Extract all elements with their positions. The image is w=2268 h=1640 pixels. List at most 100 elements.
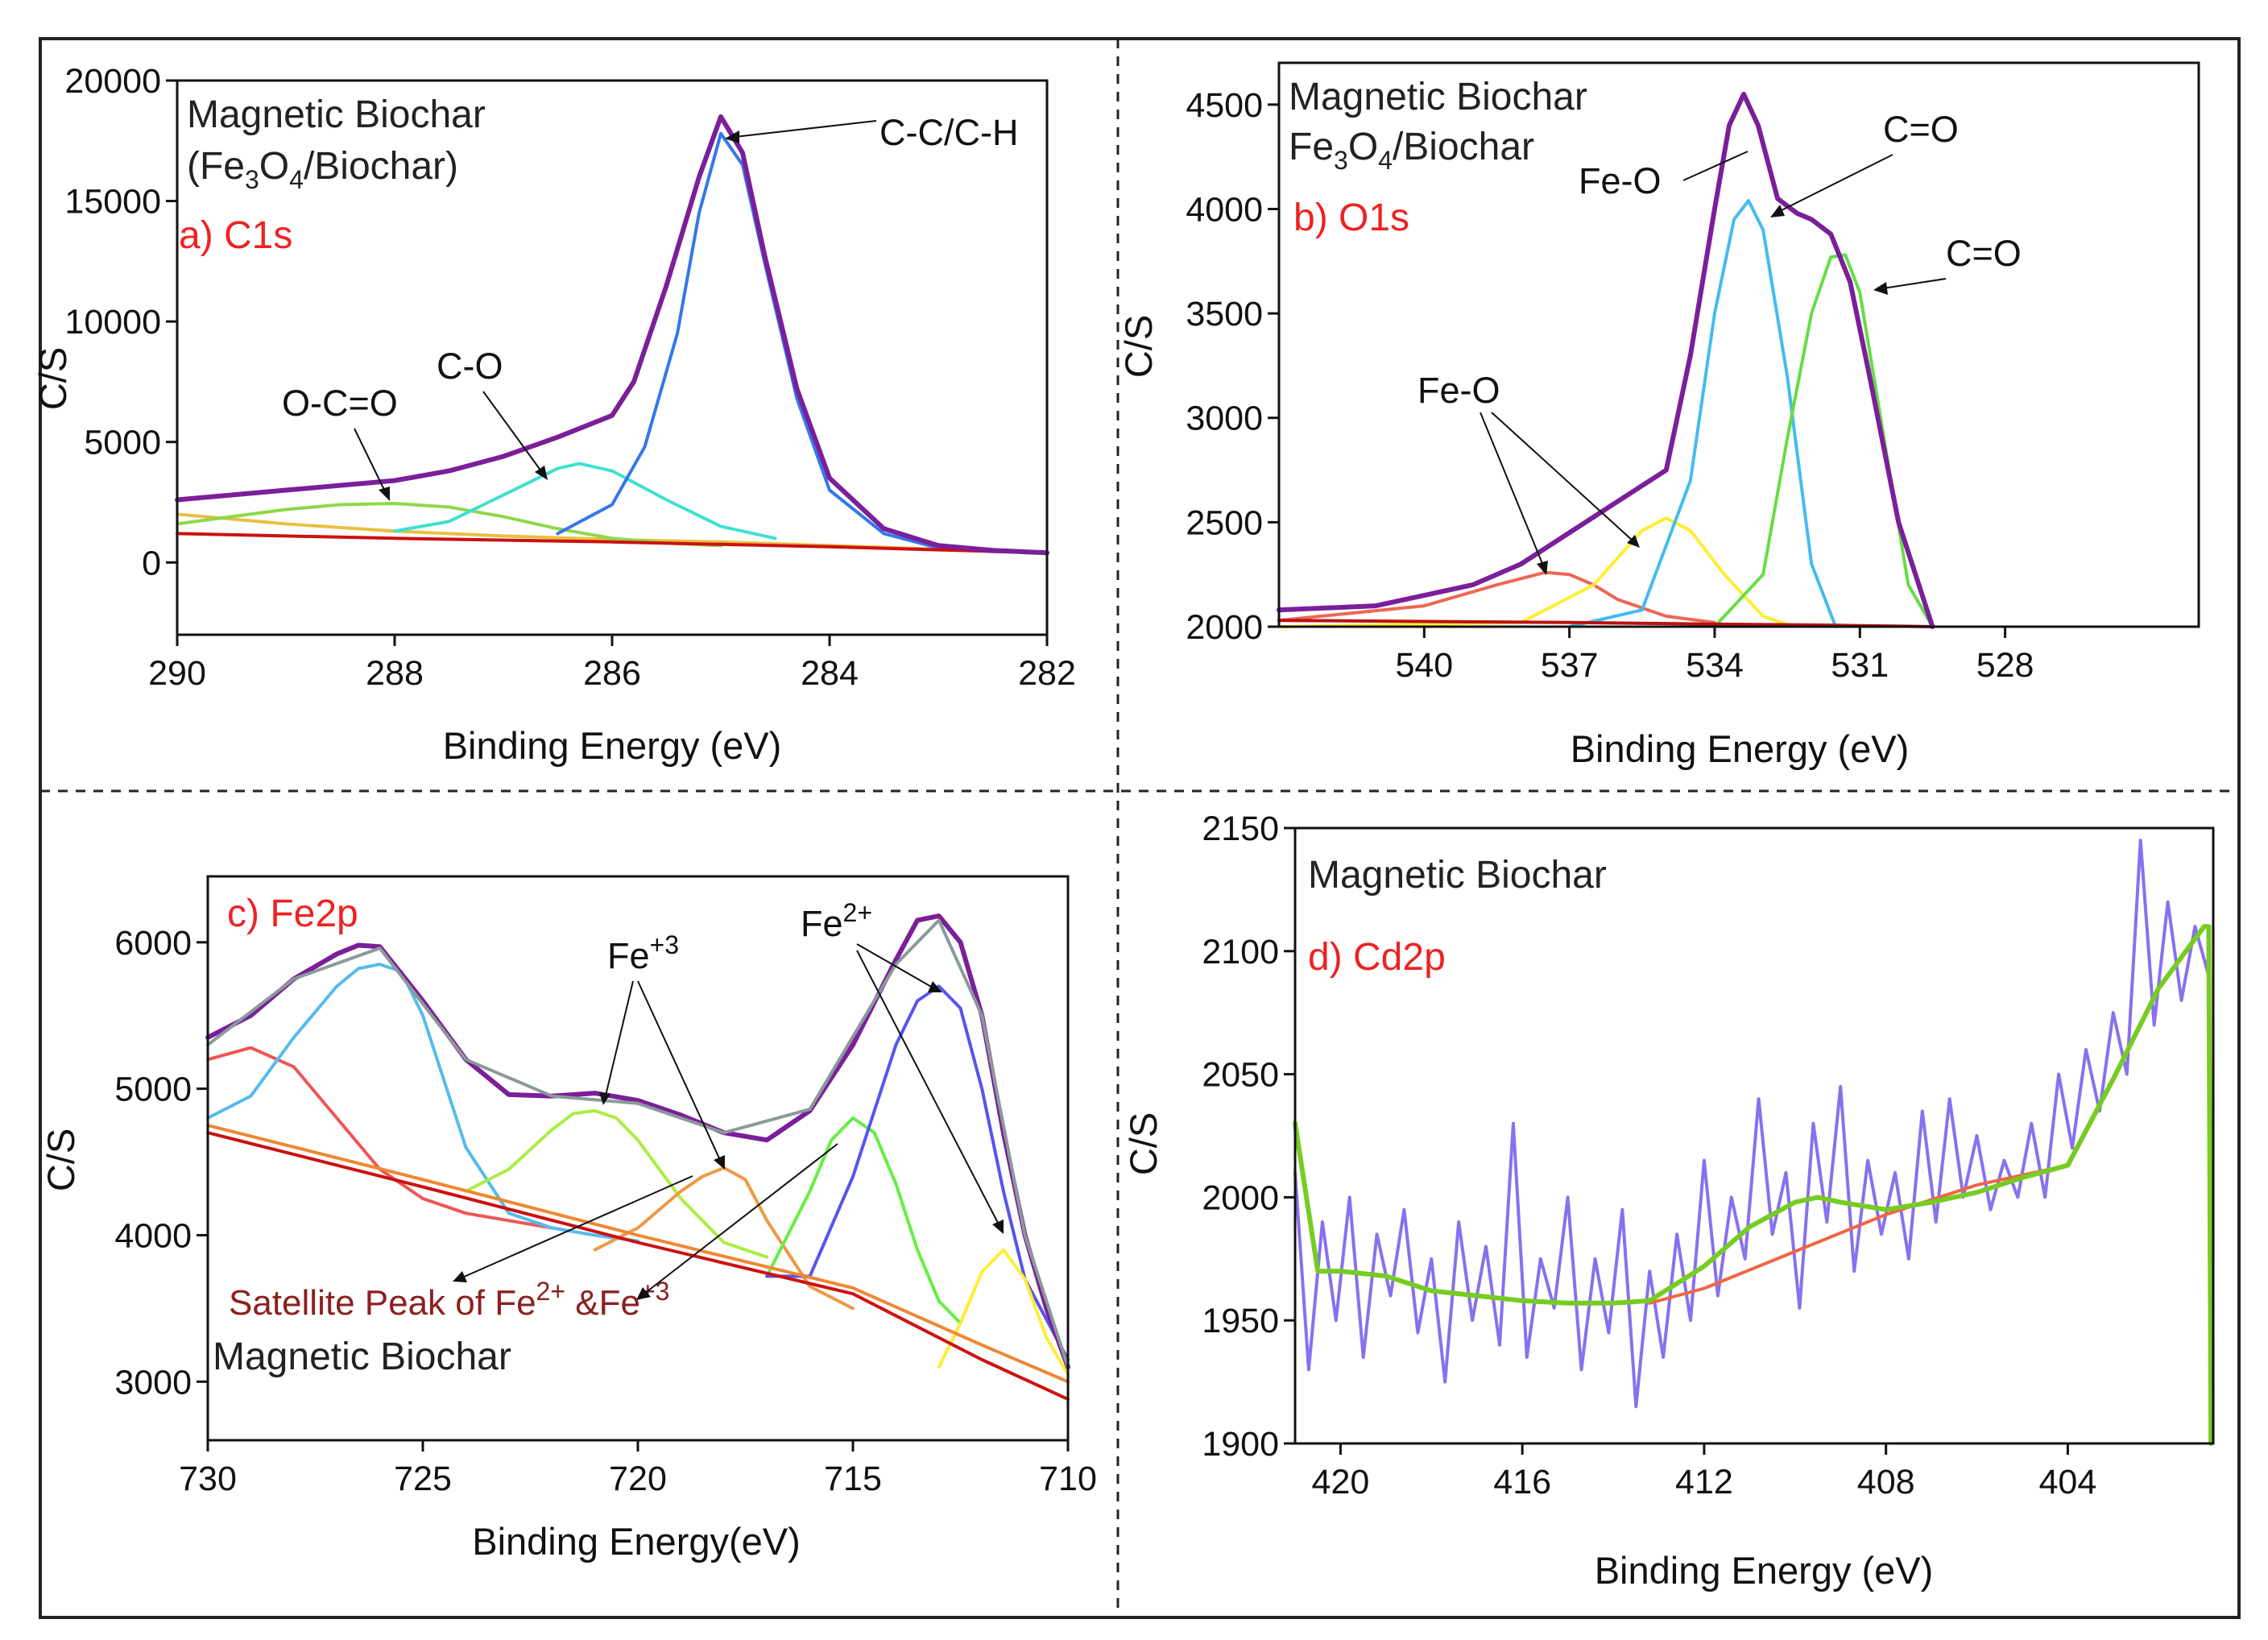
panel-d-ytick-label-4: 1950 [1202,1302,1279,1340]
panel-c-fe2-base: Fe [801,903,843,944]
panel-c-series-line-2 [464,1108,769,1259]
panel-a-series-line-1 [176,502,722,548]
panel-b-annotation-co-2: C=O [1946,233,2022,274]
panel-c-series-line-6 [937,1248,1070,1377]
panel-b-xtick-label-0: 540 [1395,646,1453,685]
panel-c-xtick-label-3: 715 [824,1460,882,1498]
panel-c-arrowhead-fe2-1 [928,981,942,992]
panel-d-ylabel: C/S [1122,1112,1165,1175]
panel-b-xtick-label-1: 537 [1541,646,1599,685]
panel-d-xtick-label-4: 404 [2039,1463,2097,1501]
panel-a-series-line-5 [175,114,1049,556]
panel-a-xtick-label-2: 286 [583,654,641,693]
panel-b-series-line-5 [1277,91,1935,629]
panel-b-sample-sub1: 3 [1334,146,1348,175]
panel-b-arrows [1480,151,1947,575]
panel-c-arrowhead-sat-1 [453,1271,467,1282]
panel-c-xtick-label-0: 730 [179,1460,237,1498]
panel-b-sample-line1: Magnetic Biochar [1289,76,1587,118]
panel-c-annotation-satellite: Satellite Peak of Fe2+ &Fe+3 [229,1277,669,1323]
panel-c-xlabel: Binding Energy(eV) [472,1520,801,1563]
panel-a-sample-part3: /Biochar) [304,145,458,188]
panel-b-arrowhead-feo-low-1 [1537,561,1548,575]
panel-a-arrowhead-oco [379,487,390,501]
panel-a-arrow-co [482,391,542,472]
panel-c-sat-text2: &Fe [565,1283,640,1323]
panel-b-series-line-3 [1712,253,1935,628]
panel-a-series-line-3 [556,131,1049,555]
panel-c-arrows [453,943,1004,1300]
panel-d-sample-label: Magnetic Biochar [1308,854,1607,897]
panel-a-xlabel: Binding Energy (eV) [443,724,782,767]
panel-c-arrow-sat-2 [644,1143,838,1294]
panel-c-series-line-7 [206,1124,1070,1384]
panel-a-ytick-label-3: 5000 [84,424,161,462]
panel-b-ytick-label-3: 3000 [1186,400,1263,438]
panel-d-ytick-label-2: 2050 [1202,1056,1279,1095]
panel-c-arrow-fe3-2 [637,980,721,1161]
panel-b-frame [1277,61,2200,628]
panel-a-ylabel: C/S [31,347,74,410]
panel-d-ytick-label-0: 2150 [1202,810,1279,848]
panel-d-series [1293,839,2214,1446]
panel-b-arrowhead-co-1 [1770,205,1785,217]
panel-a-ytick-label-1: 15000 [64,183,161,222]
panel-b-ytick-label-4: 2500 [1186,503,1263,542]
panel-d-xtick-label-2: 412 [1675,1463,1733,1501]
panel-c-arrow-fe2-2 [856,950,999,1225]
panel-d-ytick-label-1: 2100 [1202,933,1279,971]
panel-b-arrow-co-2 [1882,278,1947,289]
panel-b-o1s: 540 537 534 531 528450040003500300025002000 … [1117,61,2200,770]
panel-a-series-line-4 [176,532,1049,555]
panel-d-series-line-2 [1293,924,2214,1446]
panel-b-ytick-label-5: 2000 [1186,608,1263,647]
panel-a-arrowhead-ccch [725,130,739,143]
panel-c-series-line-4 [765,1116,962,1325]
panel-d-ytick-label-3: 2000 [1202,1178,1279,1217]
panel-c-xtick-label-1: 725 [394,1460,452,1498]
panel-a-frame [176,79,1049,636]
panel-a-sample-sub2: 4 [289,165,304,194]
panel-c-xtick-label-4: 710 [1039,1460,1097,1498]
panel-a-sample-part2: O [259,145,289,188]
panel-d-series-line-1 [1648,1163,2070,1305]
panel-d-label: d) Cd2p [1308,936,1446,979]
panel-a-series [175,114,1049,556]
panel-c-series [205,913,1070,1402]
panel-b-annotation-co-1: C=O [1883,109,1959,150]
panel-c-sample-label: Magnetic Biochar [213,1336,511,1378]
panel-c-ticks: 730 725 720 715 710 6000 5000 4000 3000 [114,924,1097,1498]
panel-d-xtick-label-1: 416 [1493,1463,1551,1501]
panel-a-series-line-2 [393,462,777,540]
panel-b-ytick-label-0: 4500 [1186,86,1263,125]
panel-c-ytick-label-1: 5000 [114,1071,192,1109]
panel-b-series-line-1 [1277,516,1790,628]
panel-b-series-line-2 [1567,199,1838,628]
panel-b-ylabel: C/S [1117,315,1160,378]
panel-c-arrowhead-fe3-1 [599,1092,610,1105]
panel-a-xtick-label-3: 284 [801,654,859,693]
panel-d-frame [1293,826,2215,1445]
panel-a-annotation-co: C-O [437,346,503,387]
panel-d-xtick-label-0: 420 [1312,1463,1370,1501]
panel-a-sample-part1: (Fe [187,145,245,188]
panel-d-xlabel: Binding Energy (eV) [1595,1549,1934,1592]
panel-b-arrow-feo-top [1682,151,1749,181]
panel-d-ticks: 420 416 412 408 404 2150 2100 2050 2000 1950 1900 [1202,810,2096,1501]
panel-c-label: c) Fe2p [227,892,358,935]
panel-a-ytick-label-2: 10000 [64,303,161,342]
panel-a-xtick-label-0: 290 [148,654,206,693]
panel-c-arrowhead-sat-2 [636,1287,651,1300]
panel-c-ytick-label-3: 3000 [114,1363,192,1402]
panel-a-ticks: 290 288 286 284 282 20000 15000 10000 5000 0 [64,62,1075,693]
panel-b-arrow-co-1 [1779,154,1893,212]
panel-a-series-line-0 [176,512,1049,555]
panel-d-ytick-label-5: 1900 [1202,1425,1279,1464]
panel-b-sample-sub2: 4 [1378,146,1393,175]
panel-c-series-line-10 [206,918,1070,1369]
panel-c-frame [206,875,1070,1442]
panel-a-arrow-oco [354,428,386,492]
panel-b-arrow-feo-low-2 [1491,412,1634,542]
